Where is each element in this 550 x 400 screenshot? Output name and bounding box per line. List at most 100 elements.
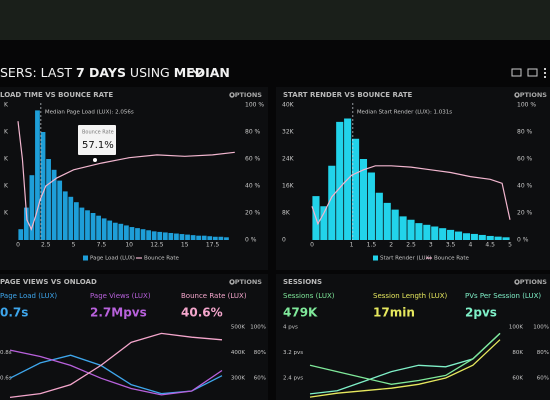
bar[interactable]	[494, 236, 502, 240]
bar[interactable]	[478, 234, 486, 240]
y-tick-label: 300K	[231, 376, 245, 382]
bar[interactable]	[40, 132, 46, 240]
bar[interactable]	[18, 229, 24, 240]
bar[interactable]	[151, 231, 157, 240]
bar[interactable]	[112, 222, 118, 240]
bar[interactable]	[90, 213, 96, 240]
options-icon[interactable]	[229, 279, 235, 285]
bar[interactable]	[415, 223, 423, 240]
bar[interactable]	[146, 230, 152, 240]
bar[interactable]	[367, 172, 375, 241]
bar[interactable]	[46, 159, 51, 240]
bar[interactable]	[51, 169, 57, 240]
bar[interactable]	[79, 207, 85, 240]
header-part: 7 DAYS	[76, 65, 126, 80]
bar[interactable]	[135, 228, 140, 240]
bar[interactable]	[124, 225, 129, 240]
y-tick-label: 100K	[509, 325, 523, 331]
bar[interactable]	[399, 216, 407, 240]
icon-export[interactable]	[527, 68, 538, 77]
metric-label: Session Length (LUX)	[373, 292, 448, 300]
x-tick-label: 17.5	[206, 242, 220, 249]
x-tick-label: 3.5	[446, 242, 456, 249]
metric-value: 479K	[283, 306, 318, 320]
bar[interactable]	[174, 233, 179, 240]
bar[interactable]	[470, 233, 478, 240]
bar[interactable]	[201, 235, 207, 240]
bar[interactable]	[23, 207, 29, 240]
bar[interactable]	[168, 232, 174, 240]
bar[interactable]	[439, 228, 447, 240]
bar[interactable]	[447, 229, 455, 240]
bar[interactable]	[179, 234, 185, 240]
bar[interactable]	[224, 237, 229, 240]
options-button[interactable]: OPTIONS	[229, 91, 262, 99]
bar[interactable]	[207, 236, 213, 240]
bar[interactable]	[73, 202, 79, 240]
bar[interactable]	[162, 232, 168, 240]
options-icon[interactable]	[514, 92, 520, 98]
bar[interactable]	[107, 220, 113, 240]
tooltip-title: Bounce Rate	[82, 130, 114, 136]
bar[interactable]	[140, 229, 146, 240]
options-icon[interactable]	[229, 92, 235, 98]
bar[interactable]	[62, 191, 68, 240]
metric-label: Sessions (LUX)	[283, 292, 335, 300]
options-button[interactable]: OPTIONS	[229, 278, 262, 286]
bar[interactable]	[157, 231, 163, 240]
bar[interactable]	[352, 138, 360, 240]
bar[interactable]	[196, 235, 202, 240]
bar[interactable]	[96, 215, 101, 240]
bar[interactable]	[423, 224, 431, 240]
y-tick-label: 24K	[282, 156, 295, 163]
bar[interactable]	[320, 206, 328, 240]
bar[interactable]	[101, 218, 107, 240]
bar[interactable]	[218, 236, 224, 240]
y2-tick-label: 100 %	[245, 102, 264, 109]
x-tick-label: 2.5	[406, 242, 416, 249]
bar[interactable]	[129, 227, 135, 240]
bar[interactable]	[454, 231, 463, 240]
y-tick-label: 60%	[254, 376, 266, 382]
series-line	[309, 332, 501, 395]
dropdown-chevron[interactable]	[192, 69, 204, 77]
bar[interactable]	[68, 196, 74, 240]
bar[interactable]	[336, 121, 344, 240]
options-button[interactable]: OPTIONS	[514, 278, 547, 286]
header-part: USING	[126, 65, 174, 80]
bar[interactable]	[407, 219, 415, 240]
bar[interactable]	[328, 165, 336, 240]
bar[interactable]	[57, 180, 63, 240]
bar[interactable]	[85, 210, 90, 240]
bar[interactable]	[391, 209, 399, 240]
bar[interactable]	[431, 226, 439, 241]
bar[interactable]	[383, 202, 391, 240]
icon-menu[interactable]	[544, 68, 546, 70]
bar[interactable]	[462, 233, 470, 240]
y-tick-label: 32K	[282, 129, 295, 136]
bar[interactable]	[190, 235, 196, 240]
bar[interactable]	[502, 237, 510, 240]
icon-screen[interactable]	[511, 68, 522, 77]
icon-menu[interactable]	[544, 76, 546, 78]
bar[interactable]	[359, 159, 368, 240]
icon-menu[interactable]	[544, 72, 546, 74]
bar[interactable]	[486, 235, 494, 240]
y-tick-label: K	[4, 156, 9, 163]
bar[interactable]	[375, 192, 383, 240]
y-tick-label: K	[4, 183, 9, 190]
bar[interactable]	[35, 110, 40, 241]
y-tick-label: 2.4 pvs	[283, 376, 303, 382]
bar[interactable]	[29, 175, 35, 240]
y-tick-label: K	[4, 102, 9, 109]
options-button[interactable]: OPTIONS	[514, 91, 547, 99]
bar[interactable]	[212, 236, 218, 240]
x-tick-label: 15	[181, 242, 189, 249]
legend-label: Bounce Rate	[434, 256, 469, 262]
bar[interactable]	[185, 234, 190, 240]
bar[interactable]	[118, 223, 124, 240]
y-tick-label: K	[4, 129, 9, 136]
options-icon[interactable]	[514, 279, 520, 285]
